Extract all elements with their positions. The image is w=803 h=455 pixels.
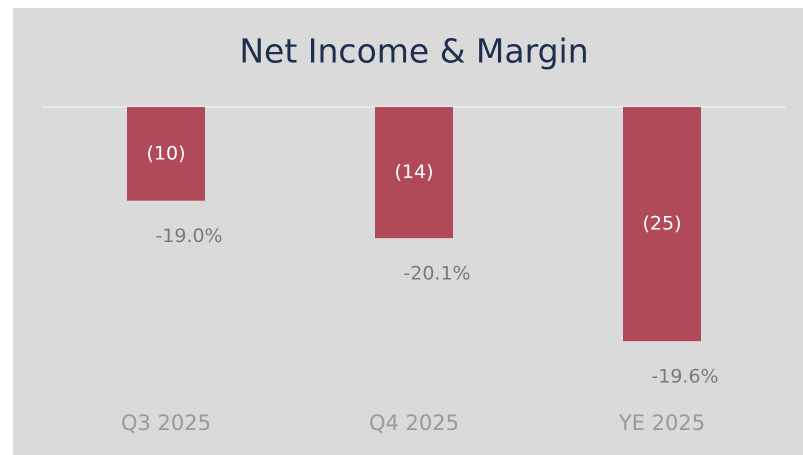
margin-label: -20.1%	[403, 263, 470, 285]
chart-title: Net Income & Margin	[239, 32, 588, 71]
x-tick-label: Q3 2025	[121, 411, 211, 435]
x-tick-label: YE 2025	[618, 411, 705, 435]
bar	[127, 107, 205, 201]
margin-label: -19.0%	[155, 225, 222, 247]
margin-label: -19.6%	[651, 366, 718, 388]
bar	[623, 107, 701, 342]
x-tick-label: Q4 2025	[369, 411, 459, 435]
value-label: (10)	[146, 142, 185, 164]
value-label: (14)	[394, 161, 433, 183]
bar	[375, 107, 453, 239]
value-label: (25)	[642, 213, 681, 235]
